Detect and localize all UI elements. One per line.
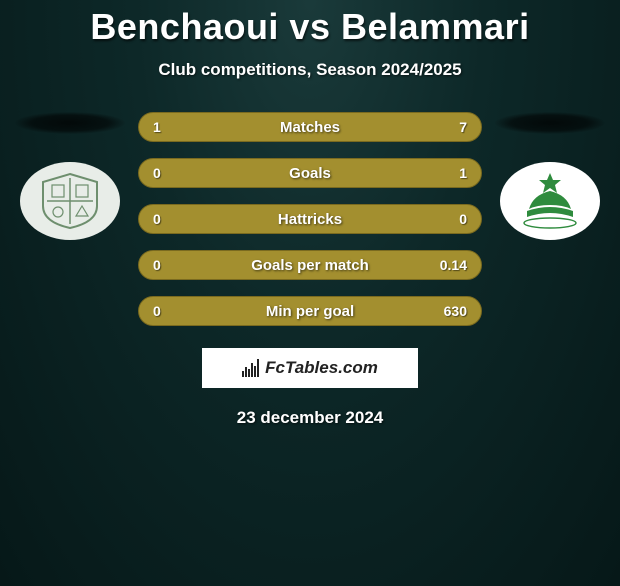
stat-label: Goals per match (139, 257, 481, 274)
stat-right-value: 7 (437, 119, 467, 135)
comparison-content: 1 Matches 7 0 Goals 1 0 Hattricks 0 0 Go… (0, 112, 620, 326)
page-subtitle: Club competitions, Season 2024/2025 (0, 60, 620, 80)
stat-bars: 1 Matches 7 0 Goals 1 0 Hattricks 0 0 Go… (138, 112, 482, 326)
stat-left-value: 0 (153, 303, 183, 319)
stat-label: Hattricks (139, 211, 481, 228)
stat-bar-goals-per-match: 0 Goals per match 0.14 (138, 250, 482, 280)
left-column (10, 112, 130, 240)
stat-right-value: 1 (437, 165, 467, 181)
shadow-ellipse-left (15, 112, 125, 134)
crest-right-icon (513, 169, 587, 233)
club-badge-right (500, 162, 600, 240)
page-title: Benchaoui vs Belammari (0, 6, 620, 48)
stat-left-value: 0 (153, 211, 183, 227)
right-column (490, 112, 610, 240)
brand-text: FcTables.com (265, 358, 378, 378)
stat-label: Goals (139, 165, 481, 182)
bar-chart-icon (242, 359, 259, 377)
stat-right-value: 0 (437, 211, 467, 227)
stat-bar-min-per-goal: 0 Min per goal 630 (138, 296, 482, 326)
stat-left-value: 0 (153, 165, 183, 181)
stat-right-value: 0.14 (437, 257, 467, 273)
brand-box: FcTables.com (202, 348, 418, 388)
stat-bar-hattricks: 0 Hattricks 0 (138, 204, 482, 234)
stat-bar-matches: 1 Matches 7 (138, 112, 482, 142)
shadow-ellipse-right (495, 112, 605, 134)
stat-label: Min per goal (139, 303, 481, 320)
crest-left-icon (35, 172, 105, 230)
stat-bar-goals: 0 Goals 1 (138, 158, 482, 188)
club-badge-left (20, 162, 120, 240)
stat-left-value: 1 (153, 119, 183, 135)
stat-right-value: 630 (437, 303, 467, 319)
stat-label: Matches (139, 119, 481, 136)
footer-date: 23 december 2024 (0, 408, 620, 428)
stat-left-value: 0 (153, 257, 183, 273)
